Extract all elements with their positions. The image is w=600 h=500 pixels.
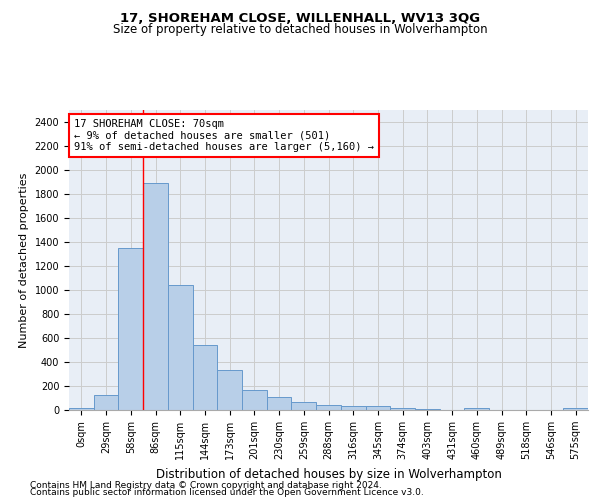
Bar bbox=[341, 406, 365, 410]
Bar bbox=[464, 408, 489, 410]
Bar bbox=[193, 344, 217, 410]
Bar bbox=[563, 408, 588, 410]
Bar bbox=[316, 405, 341, 410]
Bar bbox=[415, 409, 440, 410]
Bar bbox=[69, 408, 94, 410]
Bar bbox=[242, 390, 267, 410]
Bar bbox=[217, 370, 242, 410]
Bar bbox=[390, 408, 415, 410]
Bar bbox=[292, 402, 316, 410]
Bar bbox=[118, 248, 143, 410]
Text: Size of property relative to detached houses in Wolverhampton: Size of property relative to detached ho… bbox=[113, 22, 487, 36]
Bar bbox=[168, 284, 193, 410]
Y-axis label: Number of detached properties: Number of detached properties bbox=[19, 172, 29, 348]
Text: Contains public sector information licensed under the Open Government Licence v3: Contains public sector information licen… bbox=[30, 488, 424, 497]
Bar bbox=[143, 183, 168, 410]
Bar bbox=[94, 395, 118, 410]
Text: 17 SHOREHAM CLOSE: 70sqm
← 9% of detached houses are smaller (501)
91% of semi-d: 17 SHOREHAM CLOSE: 70sqm ← 9% of detache… bbox=[74, 119, 374, 152]
X-axis label: Distribution of detached houses by size in Wolverhampton: Distribution of detached houses by size … bbox=[155, 468, 502, 480]
Bar bbox=[267, 397, 292, 410]
Bar bbox=[365, 406, 390, 410]
Text: Contains HM Land Registry data © Crown copyright and database right 2024.: Contains HM Land Registry data © Crown c… bbox=[30, 480, 382, 490]
Text: 17, SHOREHAM CLOSE, WILLENHALL, WV13 3QG: 17, SHOREHAM CLOSE, WILLENHALL, WV13 3QG bbox=[120, 12, 480, 26]
